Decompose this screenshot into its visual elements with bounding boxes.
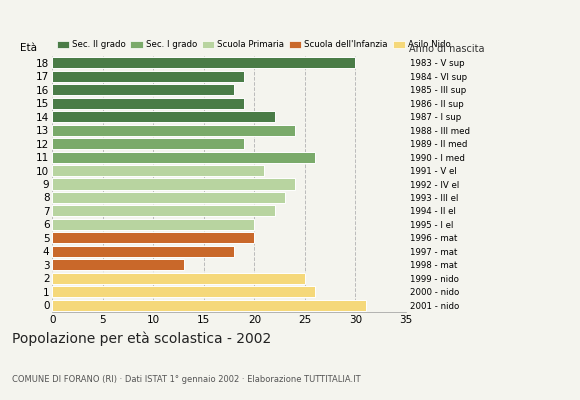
Bar — [52, 300, 365, 311]
Bar — [52, 152, 315, 162]
Bar — [52, 98, 244, 109]
Bar — [52, 206, 274, 216]
Bar — [52, 124, 295, 136]
Bar — [52, 286, 315, 297]
Bar — [52, 111, 274, 122]
Bar — [52, 178, 295, 190]
Bar — [52, 219, 255, 230]
Bar — [52, 84, 234, 95]
Text: COMUNE DI FORANO (RI) · Dati ISTAT 1° gennaio 2002 · Elaborazione TUTTITALIA.IT: COMUNE DI FORANO (RI) · Dati ISTAT 1° ge… — [12, 375, 360, 384]
Text: Popolazione per età scolastica - 2002: Popolazione per età scolastica - 2002 — [12, 332, 271, 346]
Text: Anno di nascita: Anno di nascita — [409, 44, 484, 54]
Bar — [52, 273, 305, 284]
Bar — [52, 246, 234, 257]
Bar — [52, 138, 244, 149]
Text: Età: Età — [20, 44, 37, 54]
Bar — [52, 259, 184, 270]
Bar — [52, 57, 356, 68]
Bar — [52, 232, 255, 244]
Bar — [52, 192, 285, 203]
Bar — [52, 71, 244, 82]
Legend: Sec. II grado, Sec. I grado, Scuola Primaria, Scuola dell'Infanzia, Asilo Nido: Sec. II grado, Sec. I grado, Scuola Prim… — [56, 40, 451, 49]
Bar — [52, 165, 264, 176]
